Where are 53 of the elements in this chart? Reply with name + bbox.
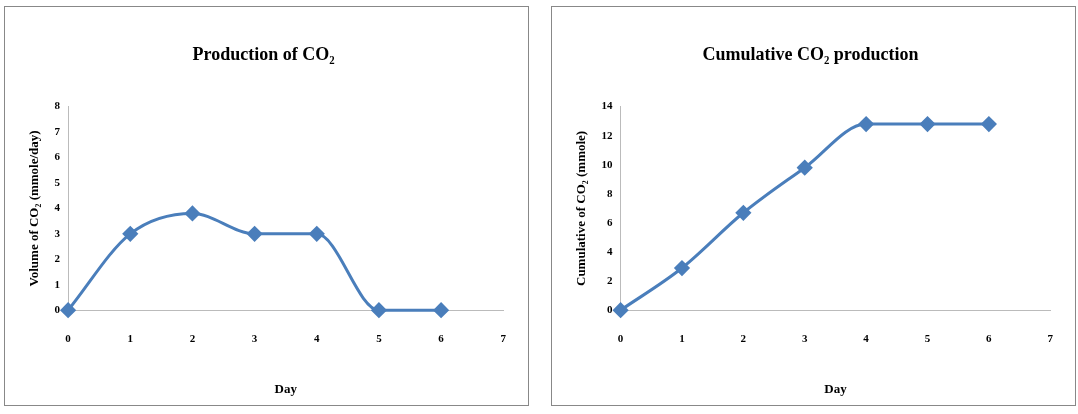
y-tick-label: 7 [54, 124, 61, 137]
x-tick-label: 1 [679, 331, 685, 344]
y-tick-label: 4 [607, 244, 614, 257]
point [735, 205, 751, 221]
chart-title: Production of CO₂ [192, 44, 335, 65]
x-tick-label: 2 [189, 331, 196, 344]
y-tick-label: 0 [607, 303, 614, 316]
point [433, 302, 449, 318]
y-tick-label: 14 [601, 99, 614, 112]
y-tick-label: 2 [54, 252, 61, 265]
y-tick-label: 4 [54, 201, 61, 214]
y-tick-label: 6 [54, 150, 61, 163]
x-tick-label: 7 [500, 331, 507, 344]
y-tick-label: 8 [54, 99, 61, 112]
point [858, 116, 874, 132]
point [122, 226, 138, 242]
y-tick-label: 12 [601, 128, 614, 141]
y-tick-label: 5 [54, 175, 61, 188]
x-tick-label: 0 [65, 331, 72, 344]
y-tick-label: 6 [607, 215, 614, 228]
x-tick-label: 3 [801, 331, 808, 344]
x-tick-label: 5 [376, 331, 383, 344]
y-tick-label: 3 [54, 226, 61, 239]
y-tick-label: 10 [601, 157, 614, 170]
x-tick-label: 1 [127, 331, 134, 344]
x-tick-label: 7 [1047, 331, 1054, 344]
y-axis-title: Cumulative of CO₂ (mmole) [573, 130, 589, 286]
point [981, 116, 997, 132]
point [797, 160, 813, 176]
x-axis-title: Day [274, 380, 298, 396]
x-tick-label: 5 [924, 331, 931, 344]
y-tick-label: 0 [54, 303, 61, 316]
point [309, 226, 325, 242]
x-tick-label: 2 [740, 331, 747, 344]
y-tick-label: 8 [607, 186, 614, 199]
point [613, 302, 629, 318]
x-tick-label: 4 [863, 331, 870, 344]
point [919, 116, 935, 132]
x-tick-label: 3 [251, 331, 258, 344]
chart-title: Cumulative CO₂ production [702, 44, 919, 65]
x-tick-label: 6 [986, 331, 993, 344]
point [60, 302, 76, 318]
y-axis-title: Volume of CO₂ (mmole/day) [26, 130, 42, 287]
point [184, 205, 200, 221]
y-tick-label: 2 [607, 273, 614, 286]
y-tick-label: 1 [54, 277, 61, 290]
point [371, 302, 387, 318]
x-tick-label: 0 [617, 331, 624, 344]
x-tick-label: 4 [314, 331, 321, 344]
x-axis-title: Day [824, 380, 848, 396]
point [674, 260, 690, 276]
x-tick-label: 6 [438, 331, 445, 344]
point [247, 226, 263, 242]
